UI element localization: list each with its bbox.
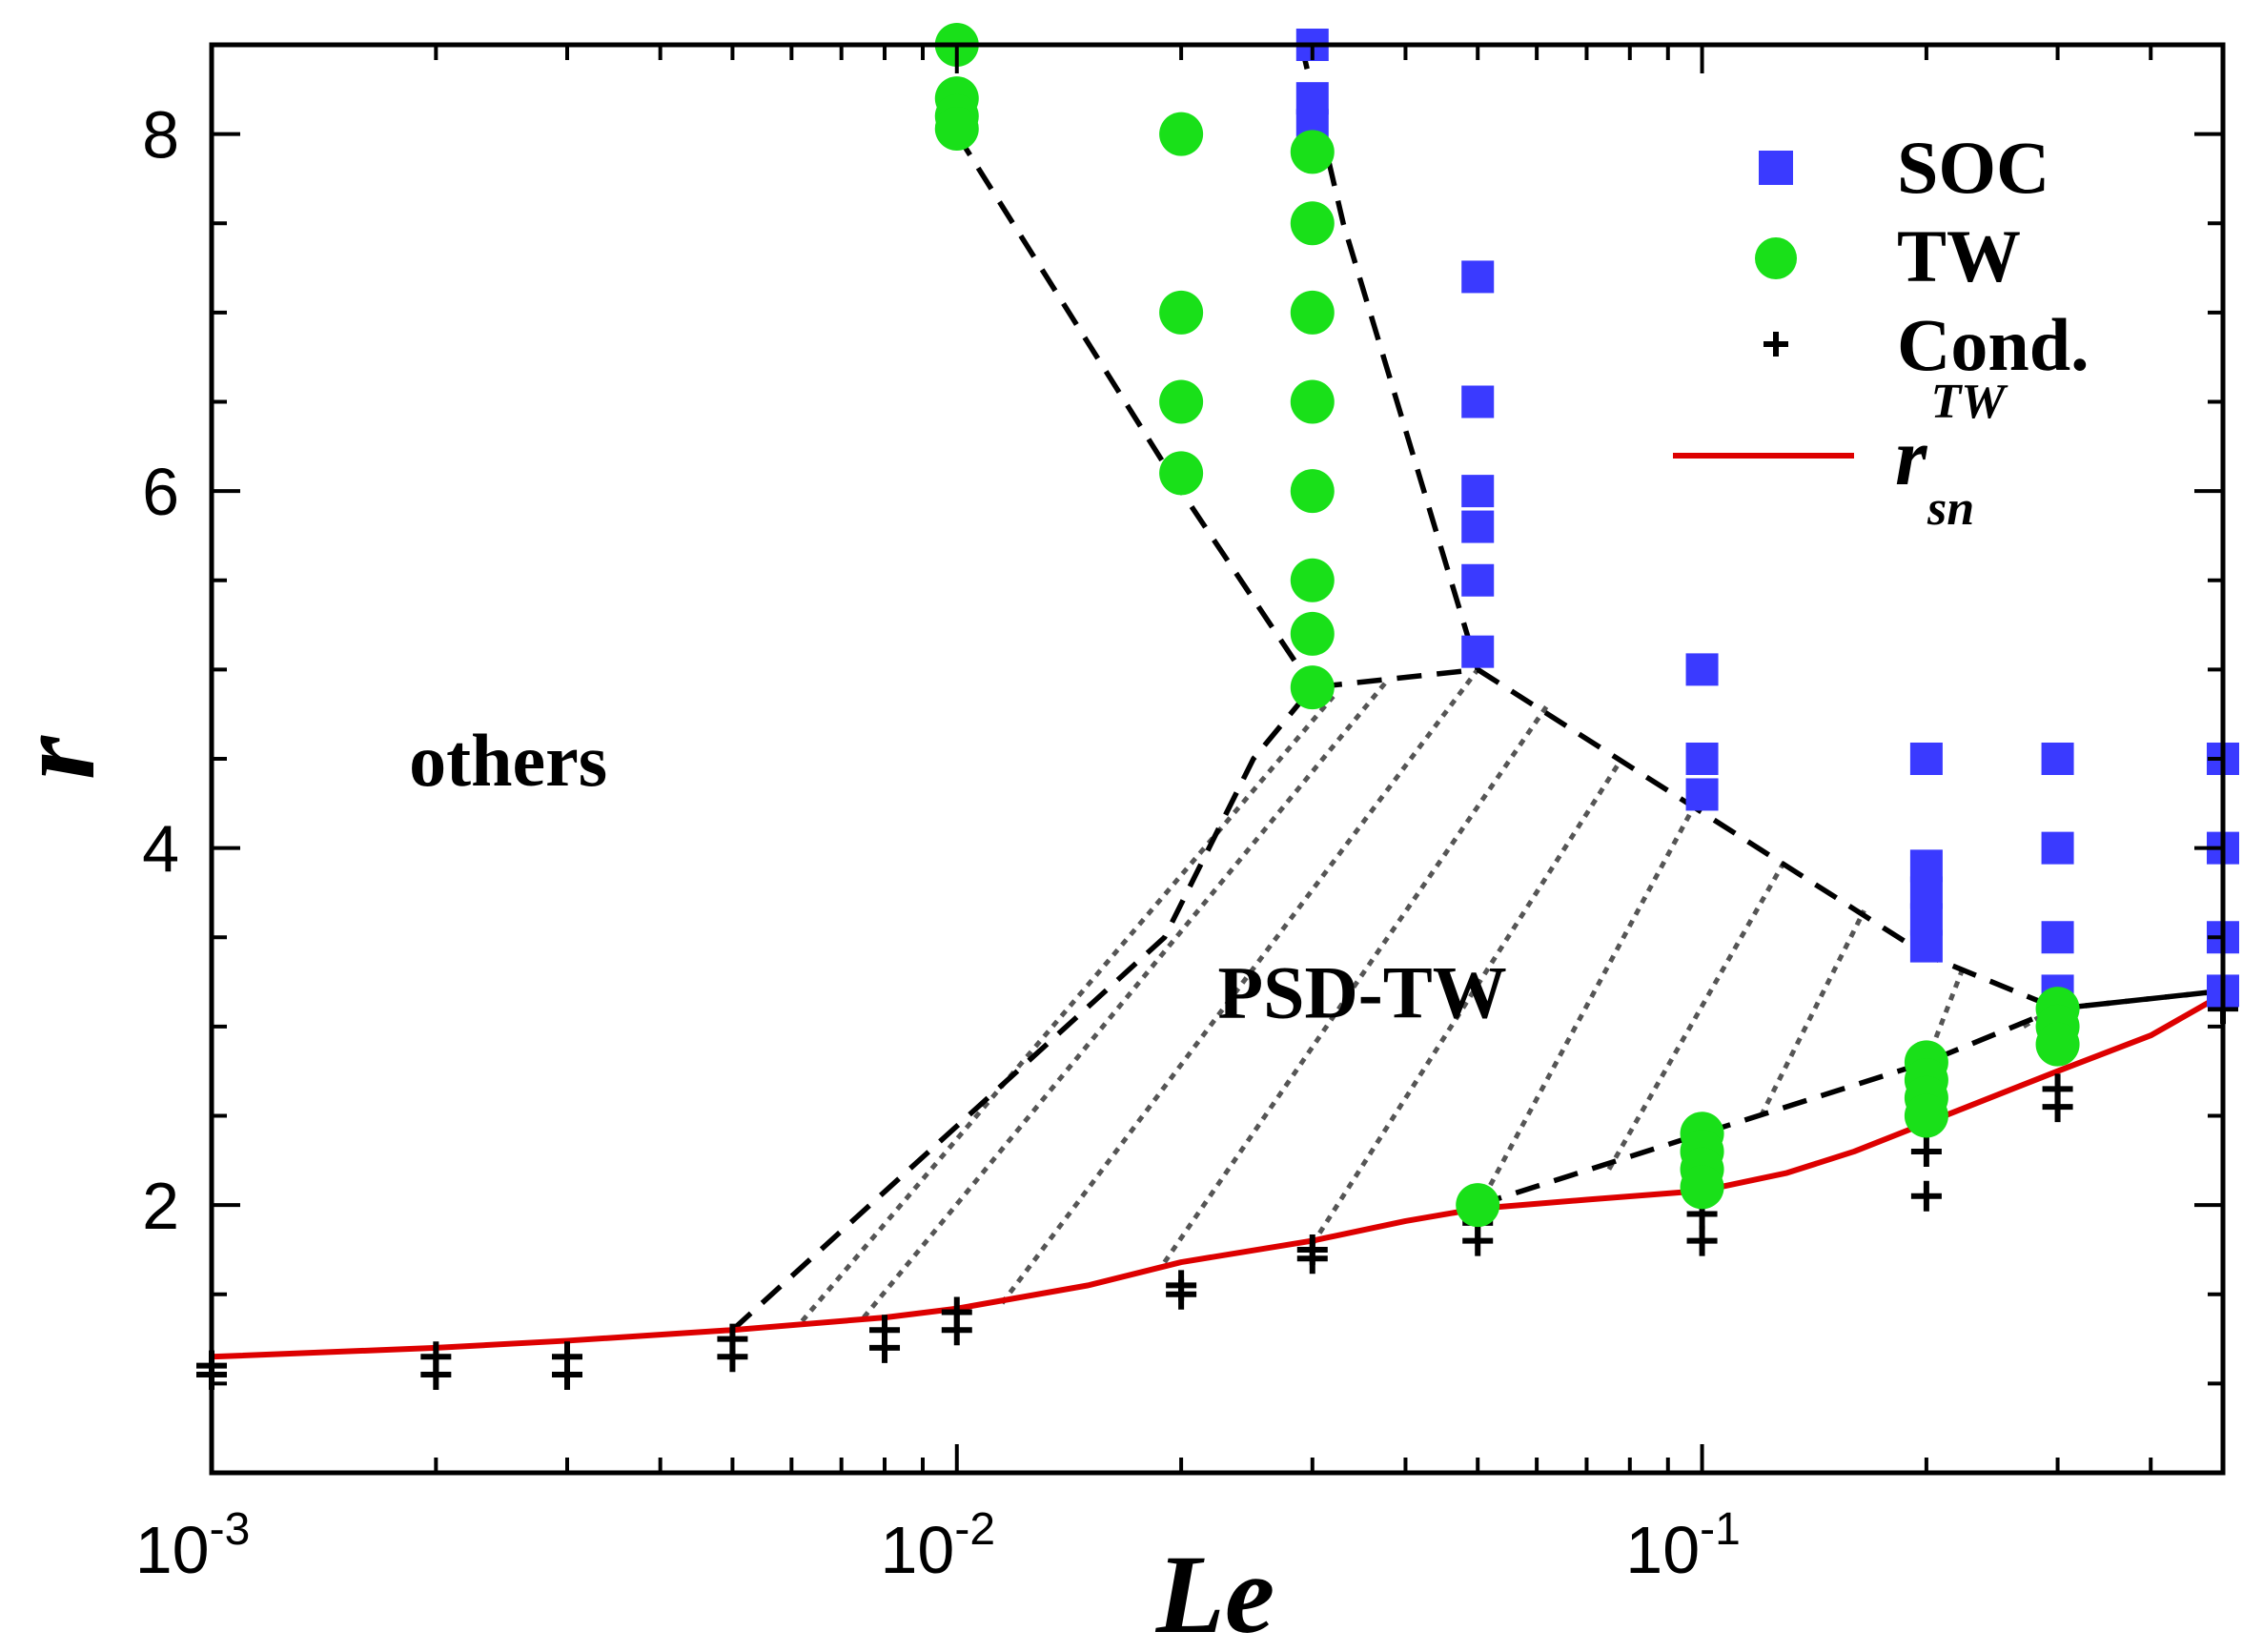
x-tick-label: 10-2 [880, 1504, 995, 1587]
tw-point [1290, 665, 1335, 710]
tw-point [1290, 201, 1335, 246]
cond-point [1462, 1225, 1494, 1256]
soc-point [1461, 510, 1495, 543]
cond-point [1166, 1278, 1197, 1310]
y-tick-label: 6 [142, 455, 179, 529]
cond-point [869, 1332, 901, 1363]
soc-boundary [1476, 667, 2223, 1011]
y-tick-label: 8 [142, 98, 179, 173]
rsn-curve [212, 991, 2223, 1360]
hatch-line [1000, 667, 1480, 1305]
x-tick-exp: -3 [210, 1504, 251, 1555]
soc-point [1461, 385, 1495, 418]
legend-tw-label: TW [1897, 214, 2021, 297]
soc-point [2041, 743, 2074, 775]
legend-rsn-label: r TW sn [1895, 375, 2008, 536]
cond-point [1910, 1135, 1942, 1167]
psd-tw-region-label: PSD-TW [1217, 950, 1506, 1033]
legend-soc-marker [1759, 151, 1793, 185]
tw-point [1904, 1093, 1948, 1138]
soc-point [1685, 653, 1719, 686]
soc-point [1685, 743, 1719, 775]
cond-point [552, 1359, 583, 1391]
data-points [196, 23, 2239, 1391]
hatch-line [862, 677, 1391, 1319]
y-axis-label: r [0, 735, 118, 780]
soc-point [1461, 635, 1495, 668]
tw-point [1159, 290, 1204, 335]
x-tick-base: 10 [135, 1513, 210, 1587]
legend-tw-marker [1755, 237, 1797, 279]
tw-point [1159, 379, 1204, 424]
soc-point [1909, 743, 1943, 775]
soc-point [1909, 929, 1943, 963]
tw-point [1680, 1165, 1724, 1210]
y-tick-label: 2 [142, 1169, 179, 1243]
hatch-line [1310, 757, 1624, 1246]
soc-point [2041, 921, 2074, 954]
soc-point [1685, 778, 1719, 811]
x-axis-label: Le [1155, 1532, 1274, 1647]
legend-rsn-main: r [1895, 411, 1928, 502]
x-tick-label: 10-1 [1625, 1504, 1741, 1587]
tw-point [934, 107, 979, 152]
upper-left-boundary [954, 133, 1315, 689]
soc-point [2041, 831, 2074, 865]
cond-point [1910, 1180, 1942, 1212]
y-tick-label: 4 [142, 812, 179, 887]
tw-point [1159, 112, 1204, 156]
tw-point [1159, 451, 1204, 496]
x-tick-base: 10 [1625, 1513, 1700, 1587]
x-tick-base: 10 [880, 1513, 954, 1587]
tw-point [1290, 611, 1335, 656]
legend-cond-marker [1764, 332, 1788, 357]
hatch-line [1162, 704, 1550, 1264]
others-region-label: others [409, 719, 607, 802]
legend-rsn-sup: TW [1930, 375, 2008, 429]
tw-point [1456, 1183, 1500, 1228]
legend: SOC TW Cond. r TW sn [1673, 126, 2090, 536]
tw-point [2035, 1022, 2080, 1067]
tw-point [1290, 558, 1335, 602]
tw-point [1290, 130, 1335, 174]
cond-point [1296, 1243, 1328, 1275]
hatch-line [1759, 909, 1866, 1117]
x-tick-exp: -2 [954, 1504, 995, 1555]
soc-point [1461, 563, 1495, 597]
soc-point [1461, 475, 1495, 508]
legend-cond-label: Cond. [1897, 303, 2090, 386]
x-tick-label: 10-3 [135, 1504, 251, 1587]
psd-lower-boundary [1477, 988, 2223, 1208]
cond-point [420, 1359, 452, 1391]
hatch-line [1476, 802, 1698, 1211]
cond-point [941, 1315, 972, 1346]
tw-point [1290, 379, 1335, 424]
legend-rsn-sub: sn [1927, 481, 1974, 536]
rsn-curve-group [212, 991, 2223, 1360]
soc-point [1461, 260, 1495, 294]
legend-soc-label: SOC [1897, 126, 2049, 209]
hatch-line [1606, 855, 1789, 1171]
cond-point [1686, 1225, 1718, 1256]
cond-point [717, 1341, 748, 1373]
tw-point [1290, 469, 1335, 514]
hatch-line [800, 694, 1335, 1323]
tw-point [1290, 290, 1335, 335]
others-boundary [730, 666, 1478, 1333]
cond-point [2042, 1091, 2073, 1123]
axis-ticks [210, 45, 2225, 1473]
x-tick-exp: -1 [1700, 1504, 1741, 1555]
